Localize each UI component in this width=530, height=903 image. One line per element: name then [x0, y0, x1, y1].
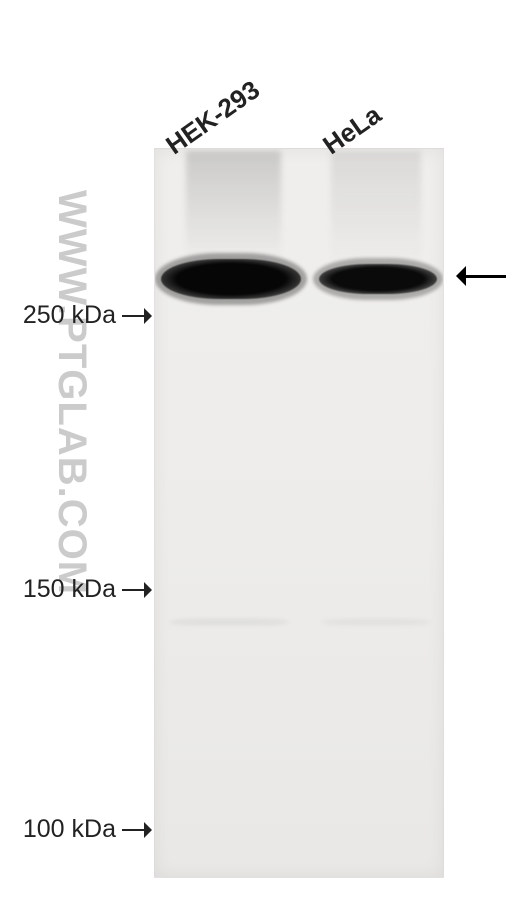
protein-band [161, 259, 301, 299]
mw-marker-arrow [122, 822, 152, 838]
mw-marker-arrow [122, 308, 152, 324]
arrow-shaft [122, 829, 144, 831]
faint-band [169, 619, 289, 625]
watermark-text: WWW.PTGLAB.COM [49, 190, 94, 595]
lane-smear [331, 151, 421, 266]
mw-marker-label: 250 kDa [0, 301, 116, 330]
mw-marker-label: 150 kDa [0, 575, 116, 604]
arrow-head-left [456, 266, 466, 286]
target-band-arrow [456, 266, 506, 286]
arrow-shaft [466, 275, 506, 278]
arrow-shaft [122, 315, 144, 317]
arrow-shaft [122, 589, 144, 591]
mw-marker-label: 100 kDa [0, 815, 116, 844]
arrow-head-right [144, 822, 152, 838]
mw-marker-arrow [122, 582, 152, 598]
faint-band [321, 619, 431, 625]
arrow-head-right [144, 582, 152, 598]
figure-canvas: WWW.PTGLAB.COM HEK-293HeLa 250 kDa150 kD… [0, 0, 530, 903]
arrow-head-right [144, 308, 152, 324]
protein-band [319, 264, 437, 294]
lane-smear [186, 151, 281, 261]
blot-membrane [154, 148, 444, 878]
